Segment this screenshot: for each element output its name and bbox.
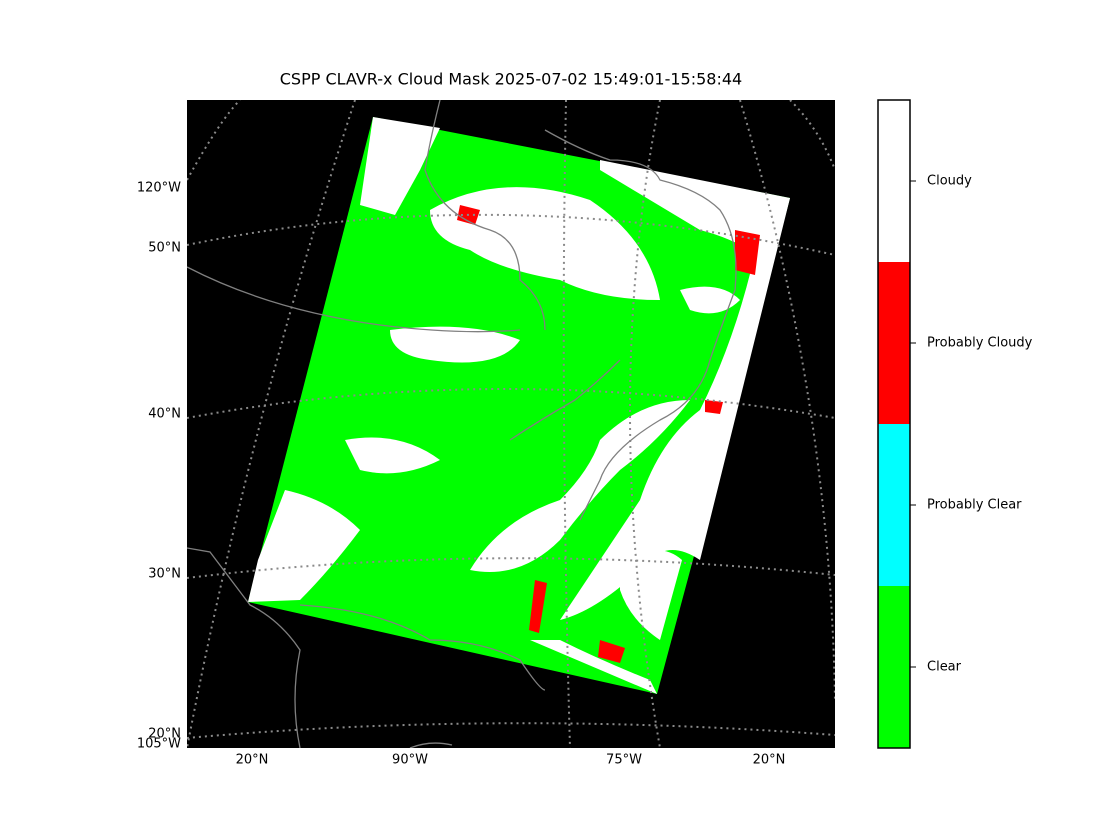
left-label: 20°N [148,727,181,742]
left-label: 40°N [148,407,181,422]
colorbar-segment [878,100,910,262]
left-label: 105°W [137,737,181,752]
colorbar-label: Cloudy [927,174,972,189]
bottom-label: 20°N [753,753,786,768]
colorbar-label: Probably Clear [927,498,1022,513]
left-label: 50°N [148,241,181,256]
coastlines [187,100,737,748]
colorbar: Clear Probably Clear Probably Cloudy Cloudy [878,100,1033,748]
bottom-label: 75°W [606,753,642,768]
colorbar-frame [877,99,911,749]
left-label: 30°N [148,567,181,582]
probably-cloudy-patches [457,205,760,663]
title: CSPP CLAVR-x Cloud Mask 2025-07-02 15:49… [280,70,742,89]
colorbar-label: Clear [927,660,962,675]
bottom-label: 20°N [236,753,269,768]
colorbar-segment [878,424,910,586]
bottom-label: 90°W [392,753,428,768]
map [187,100,835,748]
colorbar-label: Probably Cloudy [927,336,1033,351]
colorbar-segment [878,586,910,748]
clouds [248,117,790,694]
graticule [187,100,835,748]
colorbar-segment [878,262,910,424]
left-label: 120°W [137,181,181,196]
